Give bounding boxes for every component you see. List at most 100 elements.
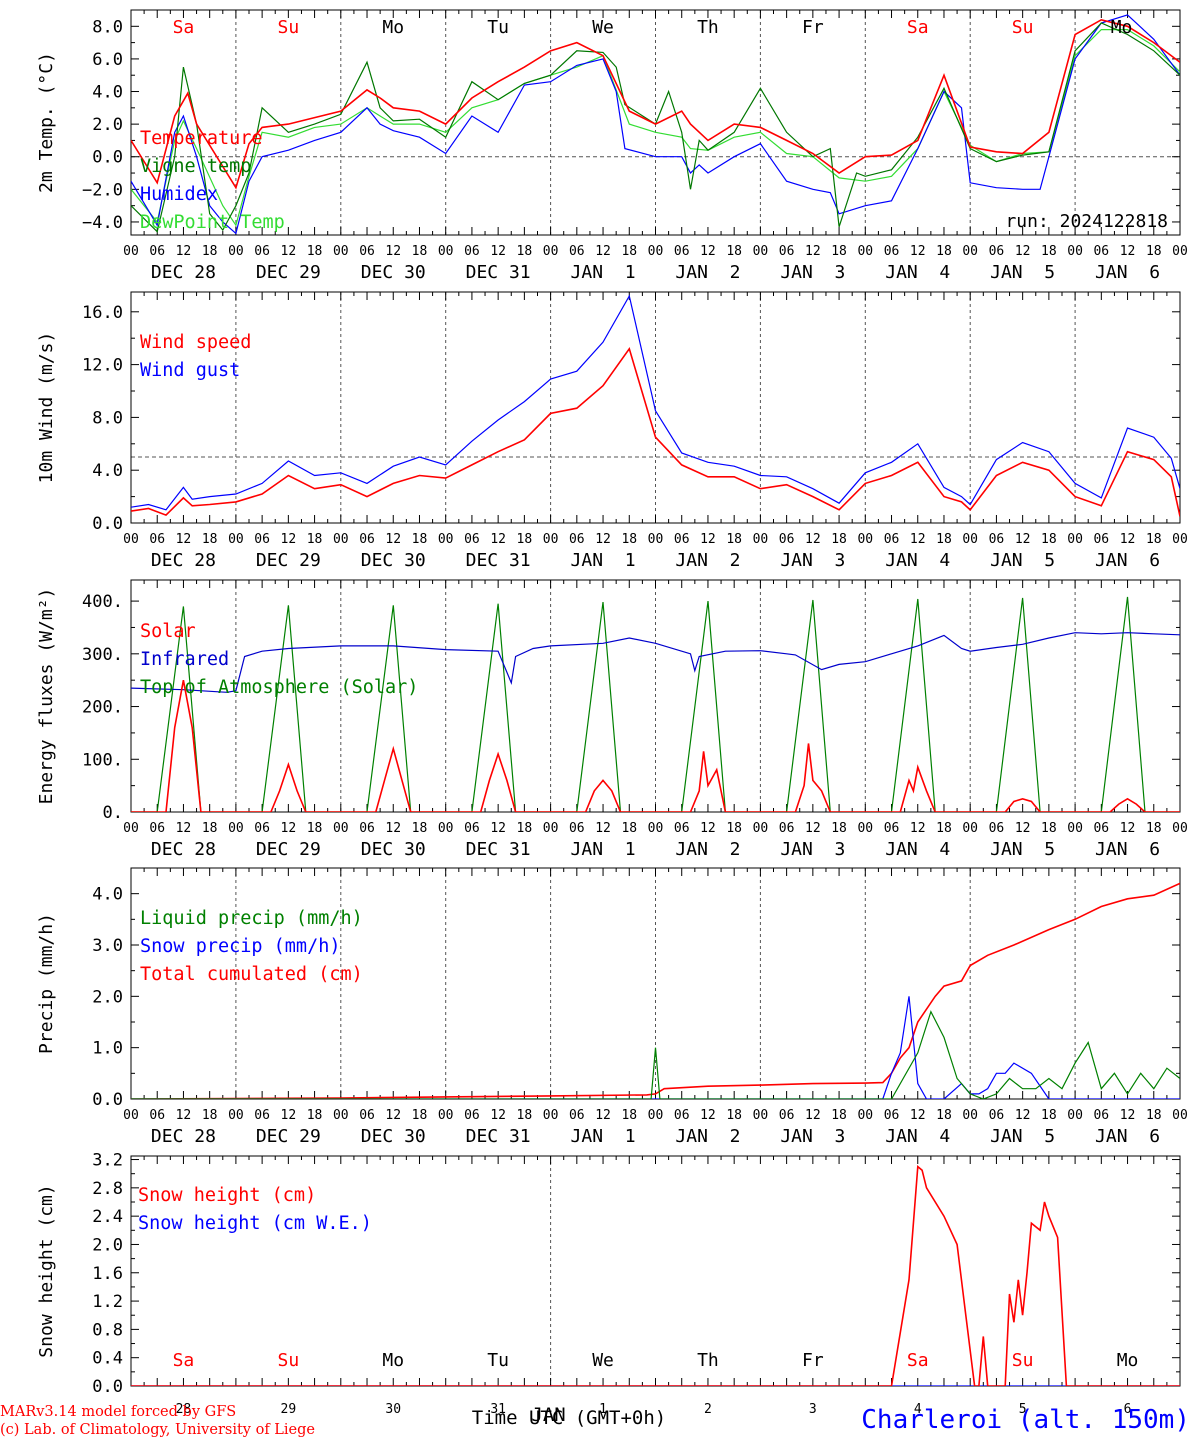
hour-tick-label: 06 bbox=[884, 821, 900, 836]
weekday-label: Tu bbox=[487, 17, 509, 38]
date-label: JAN 6 bbox=[1095, 839, 1160, 860]
hour-tick-label: 06 bbox=[254, 532, 270, 547]
hour-tick-label: 18 bbox=[202, 821, 218, 836]
hour-tick-label: 06 bbox=[1093, 1108, 1109, 1123]
series-line bbox=[131, 14, 1180, 235]
weekday-label: Sa bbox=[907, 1350, 929, 1371]
weekday-label: Mo bbox=[382, 1350, 404, 1371]
date-label: JAN 2 bbox=[675, 550, 740, 571]
hour-tick-label: 00 bbox=[857, 1108, 873, 1123]
hour-tick-label: 06 bbox=[1093, 532, 1109, 547]
hour-tick-label: 12 bbox=[1120, 1108, 1136, 1123]
hour-tick-label: 12 bbox=[176, 1108, 192, 1123]
date-label: DEC 30 bbox=[361, 550, 426, 571]
series-group bbox=[131, 882, 1180, 1099]
hour-tick-label: 12 bbox=[490, 244, 506, 259]
panel-1: 00 06 12 18 00 06 12 18 00 06 12 18 00 06 12 18 00 06 12 18… bbox=[36, 9, 1188, 283]
legend-entry: Solar bbox=[140, 621, 196, 642]
y-tick-label: −4.0 bbox=[82, 213, 123, 233]
series-line bbox=[131, 996, 1180, 1099]
panels: 00 06 12 18 00 06 12 18 00 06 12 18 00 06 12 18 00 06 12 18… bbox=[36, 9, 1188, 1426]
y-tick-label: 2.0 bbox=[92, 987, 123, 1007]
hour-tick-label: 12 bbox=[176, 821, 192, 836]
date-label: JAN 1 bbox=[571, 839, 636, 860]
panel-5: 28 29 30 31 1 2 3 4 5 6 JAN 0.0 0.4 0.8 1.2 1.6 2.0 2.4 2.… bbox=[36, 1151, 1181, 1426]
y-tick-label: 6.0 bbox=[92, 50, 123, 70]
series-group bbox=[131, 14, 1180, 235]
hour-tick-label: 18 bbox=[1146, 532, 1162, 547]
hour-tick-label: 00 bbox=[648, 821, 664, 836]
y-tick-label: 1.6 bbox=[92, 1264, 123, 1284]
hour-tick-label: 00 bbox=[962, 821, 978, 836]
hour-tick-label: 06 bbox=[149, 532, 165, 547]
hour-tick-label: 00 bbox=[228, 244, 244, 259]
hour-tick-label: 06 bbox=[779, 532, 795, 547]
hour-tick-label: 00 bbox=[123, 244, 139, 259]
day-number-label: 29 bbox=[281, 1402, 297, 1417]
weekday-label: Sa bbox=[173, 1350, 195, 1371]
date-label: JAN 4 bbox=[885, 262, 950, 283]
y-tick-label: 100. bbox=[82, 750, 123, 770]
y-tick-label: 2.0 bbox=[92, 1235, 123, 1255]
hour-tick-label: 00 bbox=[333, 821, 349, 836]
legend-entry: DewPoint Temp bbox=[140, 212, 285, 233]
date-label: DEC 28 bbox=[151, 1126, 216, 1147]
weekday-label: Su bbox=[1012, 1350, 1034, 1371]
hour-tick-label: 12 bbox=[805, 244, 821, 259]
hour-tick-label: 12 bbox=[1015, 532, 1031, 547]
date-label: JAN 5 bbox=[990, 262, 1055, 283]
legend-entry: Liquid precip (mm/h) bbox=[140, 908, 363, 929]
series-line bbox=[131, 346, 1180, 517]
y-tick-label: 0.0 bbox=[92, 1377, 123, 1397]
hour-tick-label: 18 bbox=[307, 244, 323, 259]
date-label: DEC 29 bbox=[256, 839, 321, 860]
hour-tick-label: 12 bbox=[700, 1108, 716, 1123]
hour-tick-label: 00 bbox=[543, 244, 559, 259]
hour-tick-label: 06 bbox=[1093, 821, 1109, 836]
y-tick-label: 4.0 bbox=[92, 461, 123, 481]
hour-tick-label: 06 bbox=[569, 821, 585, 836]
hour-tick-label: 00 bbox=[753, 1108, 769, 1123]
y-tick-label: 12.0 bbox=[82, 356, 123, 376]
hour-tick-label: 00 bbox=[333, 244, 349, 259]
hour-tick-label: 12 bbox=[1015, 1108, 1031, 1123]
date-label: DEC 29 bbox=[256, 262, 321, 283]
hour-tick-label: 18 bbox=[307, 821, 323, 836]
y-tick-label: 300. bbox=[82, 645, 123, 665]
hour-tick-label: 18 bbox=[1146, 821, 1162, 836]
hour-tick-label: 12 bbox=[385, 1108, 401, 1123]
hour-tick-label: 18 bbox=[202, 1108, 218, 1123]
y-tick-label: 8.0 bbox=[92, 17, 123, 37]
hour-tick-label: 06 bbox=[989, 1108, 1005, 1123]
hour-tick-label: 00 bbox=[962, 244, 978, 259]
hour-tick-label: 00 bbox=[333, 532, 349, 547]
legend-entry: Wind speed bbox=[140, 332, 251, 353]
y-tick-label: 1.0 bbox=[92, 1039, 123, 1059]
hour-tick-label: 18 bbox=[202, 244, 218, 259]
hour-tick-label: 12 bbox=[385, 532, 401, 547]
date-label: JAN 1 bbox=[571, 1126, 636, 1147]
y-axis-title: 2m Temp. (°C) bbox=[36, 52, 57, 193]
hour-tick-label: 12 bbox=[805, 532, 821, 547]
day-number-label: 2 bbox=[704, 1402, 712, 1417]
day-number-label: 30 bbox=[385, 1402, 401, 1417]
date-label: JAN 3 bbox=[780, 839, 845, 860]
y-tick-label: 0.8 bbox=[92, 1320, 123, 1340]
y-tick-label: 0.0 bbox=[92, 514, 123, 534]
hour-tick-label: 06 bbox=[884, 532, 900, 547]
y-tick-label: 0.0 bbox=[92, 1090, 123, 1110]
hour-tick-label: 06 bbox=[569, 244, 585, 259]
date-label: DEC 30 bbox=[361, 1126, 426, 1147]
series-line bbox=[131, 1010, 1180, 1099]
hour-tick-label: 12 bbox=[805, 1108, 821, 1123]
hour-tick-label: 18 bbox=[936, 532, 952, 547]
hour-tick-label: 06 bbox=[674, 244, 690, 259]
series-group bbox=[131, 294, 1180, 517]
hour-tick-label: 06 bbox=[779, 1108, 795, 1123]
hour-tick-label: 18 bbox=[831, 821, 847, 836]
date-label: JAN 5 bbox=[990, 550, 1055, 571]
hour-tick-label: 00 bbox=[123, 821, 139, 836]
hour-tick-label: 18 bbox=[307, 1108, 323, 1123]
series-line bbox=[131, 632, 1180, 693]
hour-tick-label: 06 bbox=[884, 1108, 900, 1123]
